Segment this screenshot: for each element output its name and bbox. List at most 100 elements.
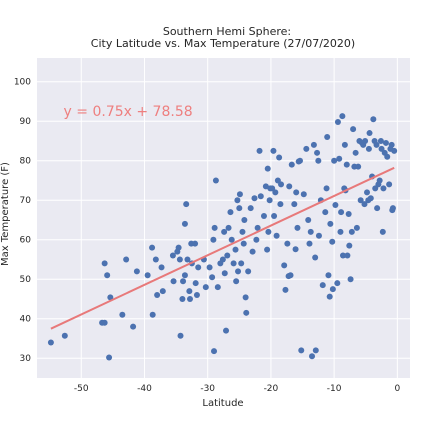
data-point [158, 264, 165, 271]
data-point [232, 246, 239, 253]
data-point [249, 248, 256, 255]
data-point [364, 189, 371, 196]
data-point [149, 244, 156, 251]
data-point [329, 286, 336, 293]
data-point [264, 165, 271, 172]
data-point [183, 201, 190, 208]
data-point [223, 327, 230, 334]
data-point [357, 197, 364, 204]
y-tick-label: 50 [20, 275, 32, 285]
data-point [374, 205, 381, 212]
data-point [346, 242, 353, 249]
data-point [389, 205, 396, 212]
data-point [307, 228, 314, 235]
data-point [192, 280, 199, 287]
data-point [224, 252, 231, 259]
data-point [270, 147, 277, 154]
data-points [47, 113, 398, 361]
data-point [293, 189, 300, 196]
data-point [339, 113, 346, 120]
y-tick-label: 60 [20, 236, 32, 246]
data-point [101, 319, 108, 326]
data-point [240, 240, 247, 247]
data-point [288, 161, 295, 168]
y-tick-label: 80 [20, 157, 32, 167]
data-point [170, 278, 177, 285]
data-point [286, 183, 293, 190]
data-point [169, 252, 176, 259]
data-point [235, 268, 242, 275]
data-point [175, 244, 182, 251]
data-point [391, 147, 398, 154]
data-point [341, 141, 348, 148]
data-point [247, 205, 254, 212]
data-point [380, 185, 387, 192]
data-point [315, 157, 322, 164]
data-point [314, 149, 321, 156]
data-point [292, 246, 299, 253]
data-point [210, 236, 217, 243]
data-point [209, 274, 216, 281]
data-point [254, 224, 261, 231]
x-tick-label: -50 [74, 384, 89, 394]
data-point [352, 149, 359, 156]
data-point [264, 246, 271, 253]
data-point [195, 264, 202, 271]
data-point [343, 161, 350, 168]
y-axis-label: Max Temperature (F) [0, 162, 11, 266]
data-point [186, 295, 193, 302]
data-point [377, 137, 384, 144]
x-tick-label: -10 [327, 384, 342, 394]
data-point [219, 256, 226, 263]
data-point [101, 260, 108, 267]
data-point [149, 311, 156, 318]
data-point [367, 195, 374, 202]
data-point [347, 276, 354, 283]
data-point [324, 134, 331, 141]
data-point [221, 228, 228, 235]
data-point [323, 185, 330, 192]
data-point [236, 191, 243, 198]
data-point [221, 270, 228, 277]
data-point [230, 260, 237, 267]
data-point [365, 145, 372, 152]
data-point [309, 353, 316, 360]
data-point [233, 278, 240, 285]
data-point [104, 272, 111, 279]
data-point [180, 278, 187, 285]
data-point [225, 224, 232, 231]
data-point [192, 240, 199, 247]
y-tick-label: 70 [20, 196, 32, 206]
y-tick-label: 30 [20, 354, 32, 364]
data-point [211, 224, 218, 231]
data-point [310, 141, 317, 148]
data-point [245, 268, 252, 275]
data-point [123, 256, 130, 263]
data-point [287, 272, 294, 279]
data-point [273, 232, 280, 239]
data-point [338, 209, 345, 216]
data-point [379, 228, 386, 235]
data-point [386, 181, 393, 188]
data-point [366, 130, 373, 137]
regression-line [50, 166, 395, 330]
data-point [266, 197, 273, 204]
data-point [278, 181, 285, 188]
data-point [296, 157, 303, 164]
x-axis-label: Latitude [202, 398, 243, 409]
data-point [384, 153, 391, 160]
data-point [236, 205, 243, 212]
data-point [355, 163, 362, 170]
data-point [228, 236, 235, 243]
data-point [130, 323, 137, 330]
data-point [47, 339, 54, 346]
data-point [106, 354, 113, 361]
data-point [353, 224, 360, 231]
data-point [277, 201, 284, 208]
x-tick-label: -30 [200, 384, 215, 394]
data-point [370, 116, 377, 123]
data-point [61, 332, 68, 339]
data-point [376, 177, 383, 184]
